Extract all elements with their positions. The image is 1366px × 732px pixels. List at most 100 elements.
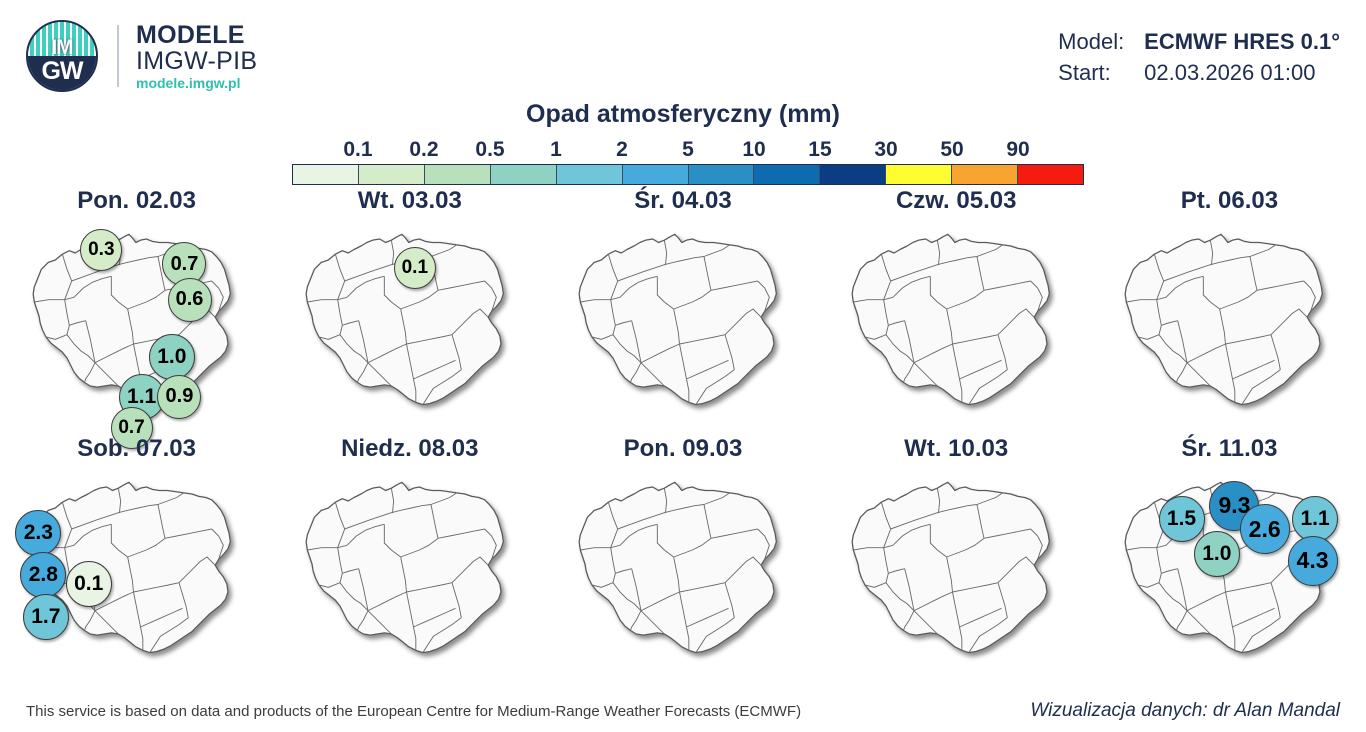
voivodeship-border — [422, 617, 462, 653]
voivodeship-border — [413, 607, 456, 628]
voivodeship-border — [853, 296, 894, 303]
voivodeship-border — [885, 582, 915, 611]
voivodeship-border — [1250, 244, 1277, 257]
panel-date-title: Pon. 02.03 — [77, 187, 196, 214]
panel-map-area — [820, 218, 1093, 432]
logo-line-modele: MODELE — [136, 20, 245, 49]
voivodeship-border — [344, 512, 392, 530]
panel-date-title: Śr. 04.03 — [634, 187, 732, 214]
imgw-logo-mark: IM GW — [26, 20, 98, 92]
voivodeship-border — [968, 369, 1008, 405]
voivodeship-border — [888, 320, 905, 326]
voivodeship-border — [913, 591, 953, 612]
voivodeship-border — [157, 504, 166, 539]
panel-map-area — [273, 466, 546, 680]
voivodeship-border — [178, 556, 216, 583]
colorbar-tick-label: 50 — [940, 138, 964, 161]
start-value: 02.03.2026 01:00 — [1144, 60, 1316, 86]
voivodeship-border — [673, 289, 712, 310]
voivodeship-border — [1270, 334, 1282, 370]
model-value: ECMWF HRES 0.1° — [1144, 29, 1340, 54]
voivodeship-border — [1126, 544, 1167, 551]
voivodeship-borders — [307, 240, 497, 405]
voivodeship-border — [686, 359, 729, 380]
panel-date-title: Wt. 10.03 — [904, 435, 1009, 462]
poland-border — [851, 481, 1051, 654]
voivodeship-border — [968, 617, 1008, 653]
voivodeship-border — [139, 607, 183, 628]
model-label: Model: — [1058, 29, 1125, 54]
voivodeship-border — [724, 582, 735, 618]
voivodeship-border — [997, 308, 1035, 335]
voivodeship-border — [1176, 610, 1188, 631]
voivodeship-border — [484, 528, 497, 560]
voivodeship-border — [703, 492, 730, 505]
voivodeship-border — [451, 334, 462, 370]
voivodeship-border — [631, 568, 642, 611]
voivodeship-border — [977, 492, 1004, 505]
voivodeship-border — [640, 362, 665, 387]
voivodeship-border — [1187, 610, 1212, 635]
voivodeship-border — [640, 343, 680, 364]
forecast-panel: Pon. 02.03 0.3 0.7 0.6 1.0 1.1 0.9 0.7 — [0, 186, 273, 449]
voivodeship-border — [346, 275, 385, 298]
colorbar-segment — [688, 165, 755, 184]
start-row: Start: 02.03.2026 01:00 — [1058, 57, 1340, 88]
voivodeship-border — [63, 299, 70, 335]
voivodeship-border — [610, 547, 616, 583]
precipitation-value-bubble: 1.0 — [148, 333, 195, 380]
voivodeship-border — [334, 502, 345, 548]
voivodeship-border — [673, 556, 680, 593]
voivodeship-border — [937, 256, 978, 266]
logo-line-website: modele.imgw.pl — [136, 74, 241, 91]
voivodeship-border — [367, 362, 392, 387]
precipitation-value-bubble: 0.6 — [167, 277, 212, 322]
voivodeship-borders — [580, 488, 770, 653]
colorbar-segment — [1018, 165, 1084, 184]
colorbar-tick-label: 15 — [808, 138, 832, 161]
voivodeship-border — [1156, 299, 1163, 335]
voivodeship-border — [367, 343, 407, 364]
voivodeship-border — [976, 504, 985, 539]
voivodeship-borders — [1126, 240, 1317, 405]
voivodeship-border — [591, 582, 614, 588]
voivodeship-border — [1187, 591, 1227, 612]
voivodeship-border — [703, 244, 730, 257]
colorbar-segment — [358, 165, 425, 184]
voivodeship-border — [110, 524, 128, 558]
voivodeship-border — [952, 582, 999, 593]
colorbar-tick-label: 2 — [616, 138, 628, 161]
forecast-panel: Pon. 09.03 — [546, 434, 819, 682]
voivodeship-border — [1126, 296, 1167, 303]
panel-date-title: Czw. 05.03 — [895, 187, 1017, 214]
voivodeship-border — [984, 528, 1031, 539]
voivodeship-border — [673, 537, 712, 558]
voivodeship-border — [1225, 334, 1272, 345]
precipitation-value-bubble: 4.3 — [1287, 535, 1338, 586]
poland-map — [851, 233, 1051, 406]
poland-map — [305, 233, 504, 406]
voivodeship-border — [946, 289, 985, 310]
voivodeship-border — [405, 343, 417, 403]
voivodeship-border — [703, 256, 712, 291]
model-metadata: Model: ECMWF HRES 0.1° Start: 02.03.2026… — [1058, 26, 1340, 88]
model-row: Model: ECMWF HRES 0.1° — [1058, 26, 1340, 57]
voivodeship-border — [484, 280, 497, 312]
colorbar-tick-label: 10 — [742, 138, 766, 161]
voivodeship-border — [1232, 359, 1276, 380]
voivodeship-border — [615, 568, 632, 574]
voivodeship-border — [178, 582, 189, 618]
voivodeship-border — [341, 568, 359, 574]
voivodeship-border — [451, 556, 489, 583]
panel-map-area — [1093, 218, 1366, 432]
voivodeship-border — [334, 254, 345, 300]
voivodeship-border — [1030, 280, 1044, 312]
voivodeship-border — [656, 276, 674, 310]
voivodeship-border — [45, 334, 67, 340]
voivodeship-border — [952, 343, 963, 403]
voivodeship-border — [977, 244, 1004, 257]
voivodeship-border — [883, 547, 889, 583]
voivodeship-border — [132, 591, 143, 651]
precipitation-value-bubble: 0.7 — [110, 407, 153, 449]
voivodeship-border — [710, 280, 758, 291]
